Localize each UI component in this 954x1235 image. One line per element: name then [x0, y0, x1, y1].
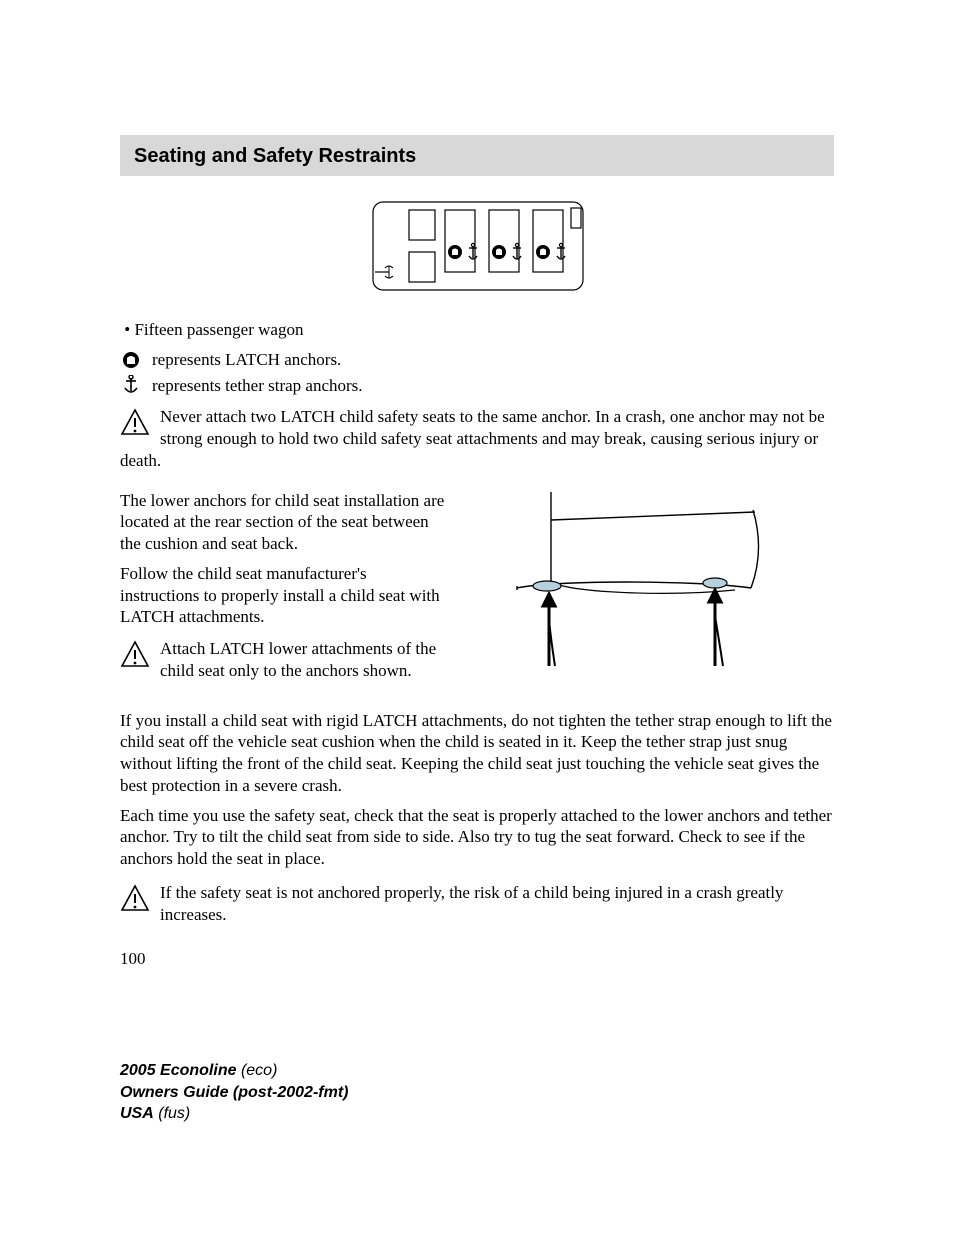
- footer-region-code: (fus): [158, 1105, 190, 1122]
- paragraph-follow-instructions: Follow the child seat manufacturer's ins…: [120, 563, 448, 628]
- legend-latch-text: represents LATCH anchors.: [152, 349, 341, 371]
- warning-block-3: If the safety seat is not anchored prope…: [120, 882, 834, 926]
- bullet-item: • Fifteen passenger wagon: [120, 319, 834, 341]
- warning-icon: [120, 408, 150, 441]
- warning-block-1: Never attach two LATCH child safety seat…: [120, 406, 834, 471]
- seat-cross-section-diagram: [464, 490, 834, 696]
- section-header: Seating and Safety Restraints: [120, 135, 834, 176]
- paragraph-check-seat: Each time you use the safety seat, check…: [120, 805, 834, 870]
- paragraph-rigid-latch: If you install a child seat with rigid L…: [120, 710, 834, 797]
- warning-text-1: Never attach two LATCH child safety seat…: [120, 406, 834, 471]
- seat-layout-diagram: [120, 196, 834, 301]
- warning-icon: [120, 640, 150, 673]
- warning-block-2: Attach LATCH lower attachments of the ch…: [120, 638, 448, 682]
- footer-model-code: (eco): [241, 1062, 277, 1079]
- latch-icon: [120, 351, 142, 369]
- footer-guide: Owners Guide (post-2002-fmt): [120, 1084, 348, 1101]
- legend-tether-text: represents tether strap anchors.: [152, 375, 363, 397]
- footer-model: 2005 Econoline: [120, 1062, 237, 1079]
- section-title: Seating and Safety Restraints: [134, 145, 820, 168]
- footer-block: 2005 Econoline (eco) Owners Guide (post-…: [120, 1060, 348, 1125]
- tether-anchor-icon: [120, 375, 142, 395]
- warning-icon: [120, 884, 150, 917]
- page-number: 100: [120, 949, 834, 969]
- footer-region: USA: [120, 1105, 154, 1122]
- bullet-text: Fifteen passenger wagon: [134, 320, 303, 339]
- warning-text-2: Attach LATCH lower attachments of the ch…: [120, 638, 448, 682]
- paragraph-lower-anchors: The lower anchors for child seat install…: [120, 490, 448, 555]
- legend-tether-row: represents tether strap anchors.: [120, 375, 834, 397]
- warning-text-3: If the safety seat is not anchored prope…: [120, 882, 834, 926]
- legend-latch-row: represents LATCH anchors.: [120, 349, 834, 371]
